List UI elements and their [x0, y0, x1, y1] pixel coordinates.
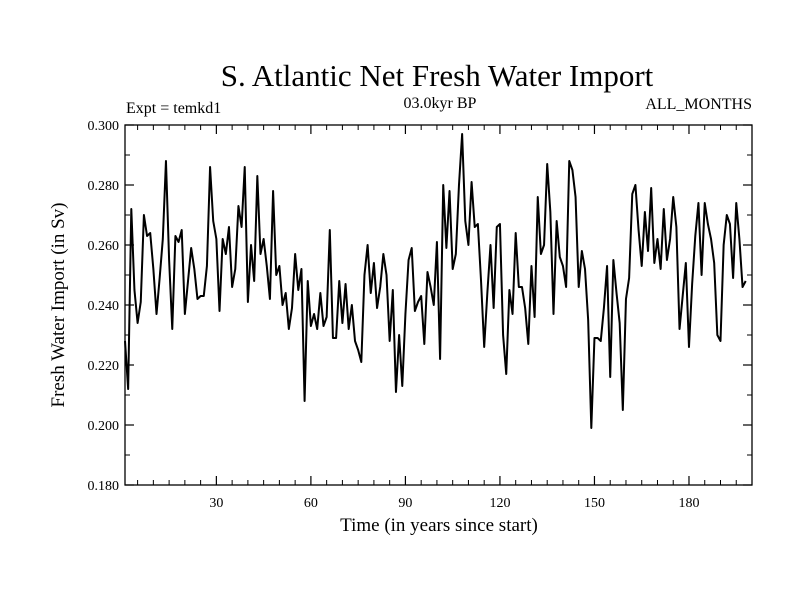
y-tick-label: 0.200 — [88, 419, 120, 434]
x-tick-label: 60 — [304, 496, 318, 511]
series-line — [124, 133, 747, 429]
chart-title: S. Atlantic Net Fresh Water Import — [221, 58, 654, 93]
y-tick-labels: 0.180 0.200 0.220 0.240 0.260 0.280 0.300 — [88, 119, 120, 494]
subtitle-left: Expt = temkd1 — [126, 100, 221, 117]
x-axis-label: Time (in years since start) — [340, 515, 538, 536]
x-tick-labels: 30 60 90 120 150 180 — [209, 496, 699, 511]
x-tick-label: 120 — [489, 496, 510, 511]
x-tick-label: 90 — [398, 496, 412, 511]
y-tick-label: 0.240 — [88, 299, 120, 314]
subtitle-right: ALL_MONTHS — [645, 96, 752, 113]
y-tick-label: 0.280 — [88, 179, 120, 194]
x-tick-label: 180 — [678, 496, 699, 511]
y-tick-label: 0.260 — [88, 239, 120, 254]
subtitle-center: 03.0kyr BP — [404, 95, 477, 112]
plot-frame — [124, 124, 753, 486]
y-tick-label: 0.220 — [88, 359, 120, 374]
y-tick-label: 0.300 — [88, 119, 120, 134]
x-tick-label: 30 — [209, 496, 223, 511]
y-axis-label: Fresh Water Import (in Sv) — [48, 203, 69, 408]
x-tick-label: 150 — [584, 496, 605, 511]
y-tick-label: 0.180 — [88, 479, 120, 494]
